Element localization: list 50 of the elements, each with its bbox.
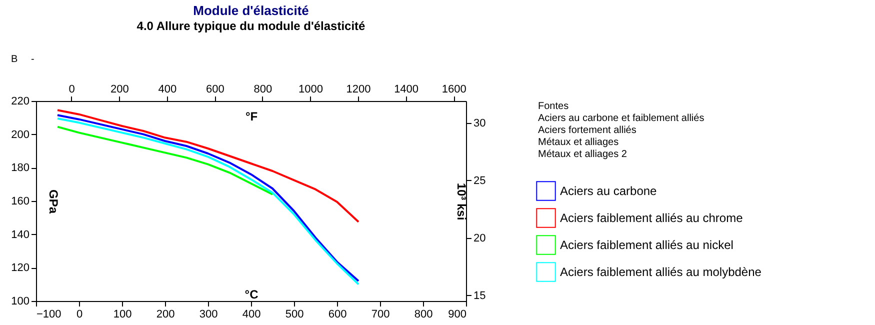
x2-tick-label: 1200 <box>346 84 371 96</box>
y-tick-label: 220 <box>11 96 30 108</box>
y-tick-label: 120 <box>11 262 30 274</box>
legend-label: Aciers faiblement alliés au molybdène <box>560 265 762 279</box>
y2-axis-title: 10³ ksi <box>454 182 468 220</box>
x2-tick-label: 1400 <box>394 84 419 96</box>
y-tick-label: 180 <box>11 162 30 174</box>
text: B <box>11 54 18 65</box>
y2-tick-label: 15 <box>474 290 486 302</box>
x2-tick-label: 1000 <box>298 84 323 96</box>
y2-tick-label: 25 <box>474 174 486 187</box>
text: Fontes <box>538 101 569 112</box>
x-tick-label: 0 <box>76 308 83 320</box>
y-tick-label: 100 <box>11 296 30 308</box>
x2-tick-label: 0 <box>68 84 75 96</box>
x-tick-label: 500 <box>285 308 304 320</box>
x-tick-label: 800 <box>414 308 433 320</box>
y-tick-label: 200 <box>11 128 30 141</box>
x2-tick-label: 1600 <box>442 84 466 96</box>
text: Aciers au carbone et faiblement alliés <box>538 113 704 124</box>
x-tick-label: 400 <box>242 308 261 320</box>
chart-subtitle: 4.0 Allure typique du module d'élasticité <box>136 19 366 33</box>
legend-label: Aciers faiblement alliés au nickel <box>560 238 734 252</box>
x2-tick-label: 200 <box>110 84 129 96</box>
line-series <box>56 109 360 223</box>
y-axis-title: GPa <box>46 189 60 214</box>
text: Métaux et alliages 2 <box>538 149 628 160</box>
x2-tick-label: 600 <box>206 84 224 96</box>
chart-title: Module d'élasticité <box>193 3 309 18</box>
x-tick-label: 900 <box>448 308 466 320</box>
x2-axis-title: °F <box>245 110 258 124</box>
x-axis-title: °C <box>244 288 259 302</box>
y-tick-label: 160 <box>11 196 30 208</box>
legend-label: Aciers au carbone <box>560 184 658 198</box>
line-series <box>56 126 274 196</box>
x-tick-label: −100 <box>36 308 62 320</box>
x-tick-label: 700 <box>371 308 390 320</box>
x2-tick-label: 400 <box>158 84 177 96</box>
y-tick-label: 140 <box>11 228 30 241</box>
x2-tick-label: 800 <box>254 84 272 96</box>
x-tick-label: 300 <box>199 308 218 320</box>
text: - <box>31 54 34 65</box>
text: Métaux et alliages <box>538 137 619 148</box>
y2-tick-label: 20 <box>474 232 486 244</box>
y2-tick-label: 30 <box>474 117 486 130</box>
x-tick-label: 100 <box>113 308 132 320</box>
legend-label: Aciers faiblement alliés au chrome <box>560 211 744 225</box>
text: Aciers fortement alliés <box>538 125 636 136</box>
x-tick-label: 600 <box>328 308 347 320</box>
x-tick-label: 200 <box>156 308 175 320</box>
